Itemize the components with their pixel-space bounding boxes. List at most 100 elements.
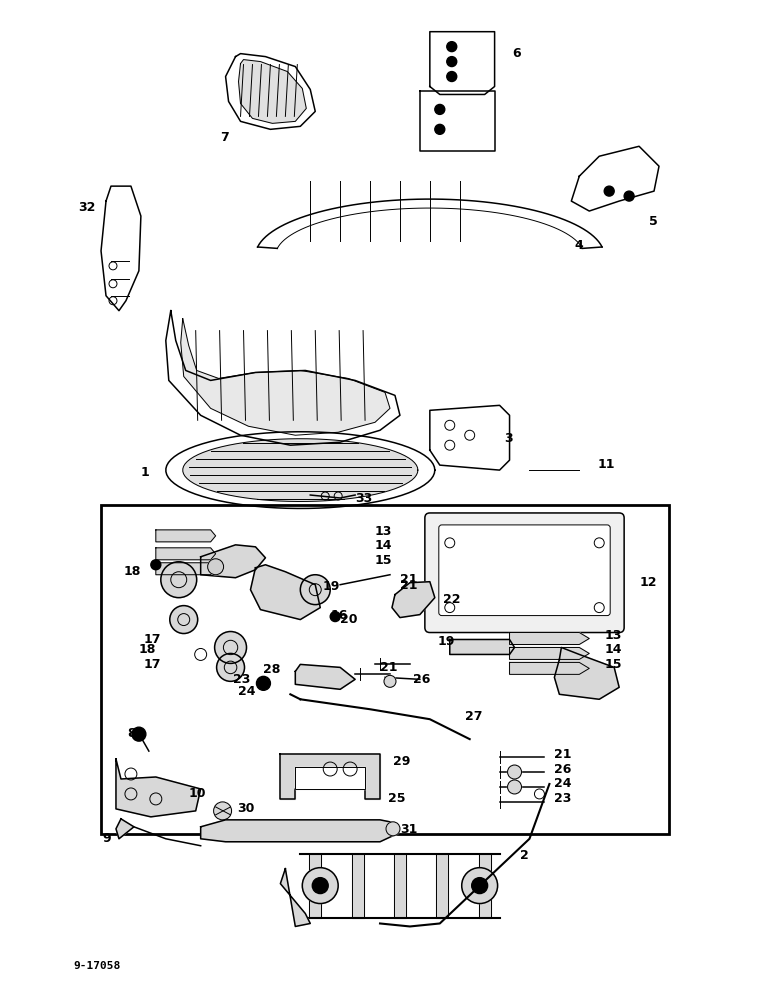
Polygon shape — [296, 767, 365, 789]
Polygon shape — [450, 639, 514, 654]
Circle shape — [507, 765, 522, 779]
Polygon shape — [201, 820, 395, 842]
Polygon shape — [554, 647, 619, 699]
Polygon shape — [510, 647, 589, 659]
Text: 9-17058: 9-17058 — [73, 961, 120, 971]
Text: 9: 9 — [103, 832, 111, 845]
Polygon shape — [296, 664, 355, 689]
Text: 1: 1 — [140, 466, 149, 479]
Polygon shape — [181, 319, 390, 435]
Text: 13: 13 — [604, 629, 621, 642]
Text: 3: 3 — [505, 432, 513, 445]
Polygon shape — [156, 548, 215, 560]
Polygon shape — [183, 439, 418, 501]
Circle shape — [447, 72, 457, 82]
Polygon shape — [436, 854, 449, 918]
Text: 10: 10 — [188, 787, 205, 800]
Text: 16: 16 — [330, 609, 347, 622]
Circle shape — [447, 42, 457, 52]
Text: 26: 26 — [554, 763, 572, 776]
Polygon shape — [101, 186, 141, 311]
Text: 5: 5 — [649, 215, 658, 228]
Polygon shape — [280, 754, 380, 799]
Circle shape — [214, 802, 232, 820]
Text: 27: 27 — [465, 710, 482, 723]
Text: 8: 8 — [127, 727, 136, 740]
Text: 24: 24 — [554, 777, 572, 790]
Text: 4: 4 — [574, 239, 583, 252]
Circle shape — [384, 675, 396, 687]
Polygon shape — [201, 545, 266, 578]
Polygon shape — [280, 869, 310, 926]
Circle shape — [312, 878, 328, 894]
Text: 23: 23 — [554, 792, 572, 805]
Polygon shape — [430, 32, 495, 94]
Text: 17: 17 — [144, 658, 161, 671]
Text: 7: 7 — [220, 131, 229, 144]
Polygon shape — [479, 854, 491, 918]
Circle shape — [330, 612, 340, 622]
Circle shape — [161, 562, 197, 598]
Polygon shape — [510, 633, 589, 644]
Circle shape — [215, 632, 246, 663]
Text: 29: 29 — [393, 755, 411, 768]
Text: 33: 33 — [355, 492, 372, 505]
Text: 11: 11 — [598, 458, 615, 471]
Text: 18: 18 — [124, 565, 141, 578]
Circle shape — [151, 560, 161, 570]
Polygon shape — [166, 432, 435, 508]
Text: 6: 6 — [513, 47, 521, 60]
Text: 31: 31 — [400, 823, 418, 836]
Text: 28: 28 — [263, 663, 280, 676]
Text: 26: 26 — [413, 673, 430, 686]
Polygon shape — [394, 854, 406, 918]
Circle shape — [604, 186, 615, 196]
Polygon shape — [156, 563, 215, 575]
Circle shape — [132, 727, 146, 741]
Polygon shape — [250, 565, 320, 620]
Text: 21: 21 — [400, 579, 418, 592]
Circle shape — [624, 191, 634, 201]
Circle shape — [300, 575, 330, 605]
Polygon shape — [225, 54, 315, 129]
Circle shape — [170, 606, 198, 634]
Text: 15: 15 — [604, 658, 621, 671]
Polygon shape — [420, 91, 495, 151]
Text: 18: 18 — [138, 643, 156, 656]
Circle shape — [256, 676, 270, 690]
Text: 25: 25 — [388, 792, 405, 805]
Polygon shape — [571, 146, 659, 211]
Circle shape — [447, 57, 457, 67]
Circle shape — [507, 780, 522, 794]
Circle shape — [208, 559, 224, 575]
Polygon shape — [430, 405, 510, 470]
Text: 20: 20 — [340, 613, 357, 626]
Polygon shape — [510, 662, 589, 674]
Text: 21: 21 — [400, 573, 418, 586]
Circle shape — [217, 653, 245, 681]
Polygon shape — [392, 582, 435, 618]
Circle shape — [435, 104, 445, 114]
FancyBboxPatch shape — [438, 525, 610, 616]
Circle shape — [462, 868, 498, 904]
Polygon shape — [310, 854, 321, 918]
FancyBboxPatch shape — [425, 513, 624, 633]
Polygon shape — [116, 759, 201, 817]
Text: 2: 2 — [520, 849, 528, 862]
Circle shape — [386, 822, 400, 836]
Text: 19: 19 — [438, 635, 455, 648]
Text: 21: 21 — [380, 661, 398, 674]
Circle shape — [472, 878, 488, 894]
Text: 32: 32 — [79, 201, 96, 214]
Text: 21: 21 — [554, 748, 572, 761]
Text: 24: 24 — [238, 685, 256, 698]
Polygon shape — [351, 854, 364, 918]
Polygon shape — [239, 60, 306, 123]
Bar — [101, 505, 669, 834]
Text: 15: 15 — [375, 554, 392, 567]
Polygon shape — [166, 311, 400, 445]
Text: 23: 23 — [233, 673, 250, 686]
Text: 30: 30 — [238, 802, 255, 815]
Circle shape — [303, 868, 338, 904]
Polygon shape — [116, 819, 134, 839]
